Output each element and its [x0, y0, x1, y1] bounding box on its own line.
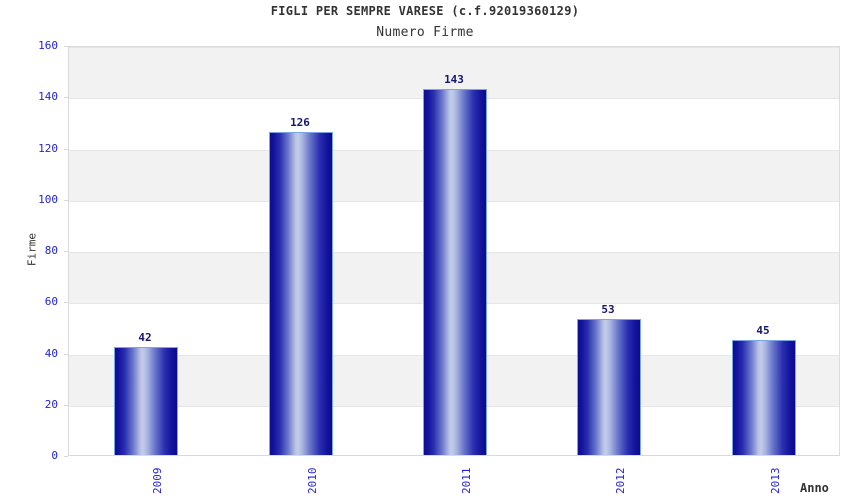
bar[interactable]: [732, 340, 796, 455]
bar-value-label: 53: [601, 303, 615, 316]
y-tick-label: 60: [44, 295, 58, 309]
bar[interactable]: [577, 319, 641, 455]
y-tick-mark: [64, 456, 68, 457]
y-tick-mark: [64, 46, 68, 47]
y-tick-label: 120: [38, 141, 58, 155]
y-tick-label: 0: [51, 449, 58, 462]
bar-value-label: 143: [444, 73, 464, 86]
bar-value-label: 42: [138, 331, 152, 344]
y-tick-mark: [64, 97, 68, 98]
bar-value-label: 126: [290, 116, 310, 129]
plot-area: [68, 46, 840, 456]
y-tick-label: 40: [44, 346, 58, 360]
x-tick-label: 2009: [151, 467, 165, 495]
bar[interactable]: [114, 347, 178, 455]
x-tick-label: 2011: [460, 467, 473, 495]
y-tick-label: 140: [38, 90, 58, 104]
y-tick-label: 160: [38, 39, 58, 52]
y-tick-mark: [64, 405, 68, 406]
x-tick-label: 2012: [614, 467, 628, 495]
y-tick-mark: [64, 251, 68, 252]
chart-title: FIGLI PER SEMPRE VARESE (c.f.92019360129…: [270, 4, 580, 18]
y-tick-mark: [64, 149, 68, 150]
y-tick-mark: [64, 200, 68, 201]
bar[interactable]: [423, 89, 487, 455]
y-tick-mark: [64, 354, 68, 355]
gridline: [69, 47, 839, 48]
x-tick-label: 2013: [768, 467, 782, 495]
chart-subtitle: Numero Firme: [376, 25, 474, 40]
x-axis-title: Anno: [800, 481, 829, 495]
y-tick-label: 80: [44, 244, 58, 257]
y-tick-label: 20: [44, 397, 58, 411]
y-tick-label: 100: [38, 192, 58, 206]
y-tick-mark: [64, 302, 68, 303]
bar[interactable]: [269, 132, 333, 455]
bar-value-label: 45: [756, 324, 770, 337]
y-axis-title: Firme: [25, 232, 39, 267]
x-tick-label: 2010: [305, 467, 319, 495]
